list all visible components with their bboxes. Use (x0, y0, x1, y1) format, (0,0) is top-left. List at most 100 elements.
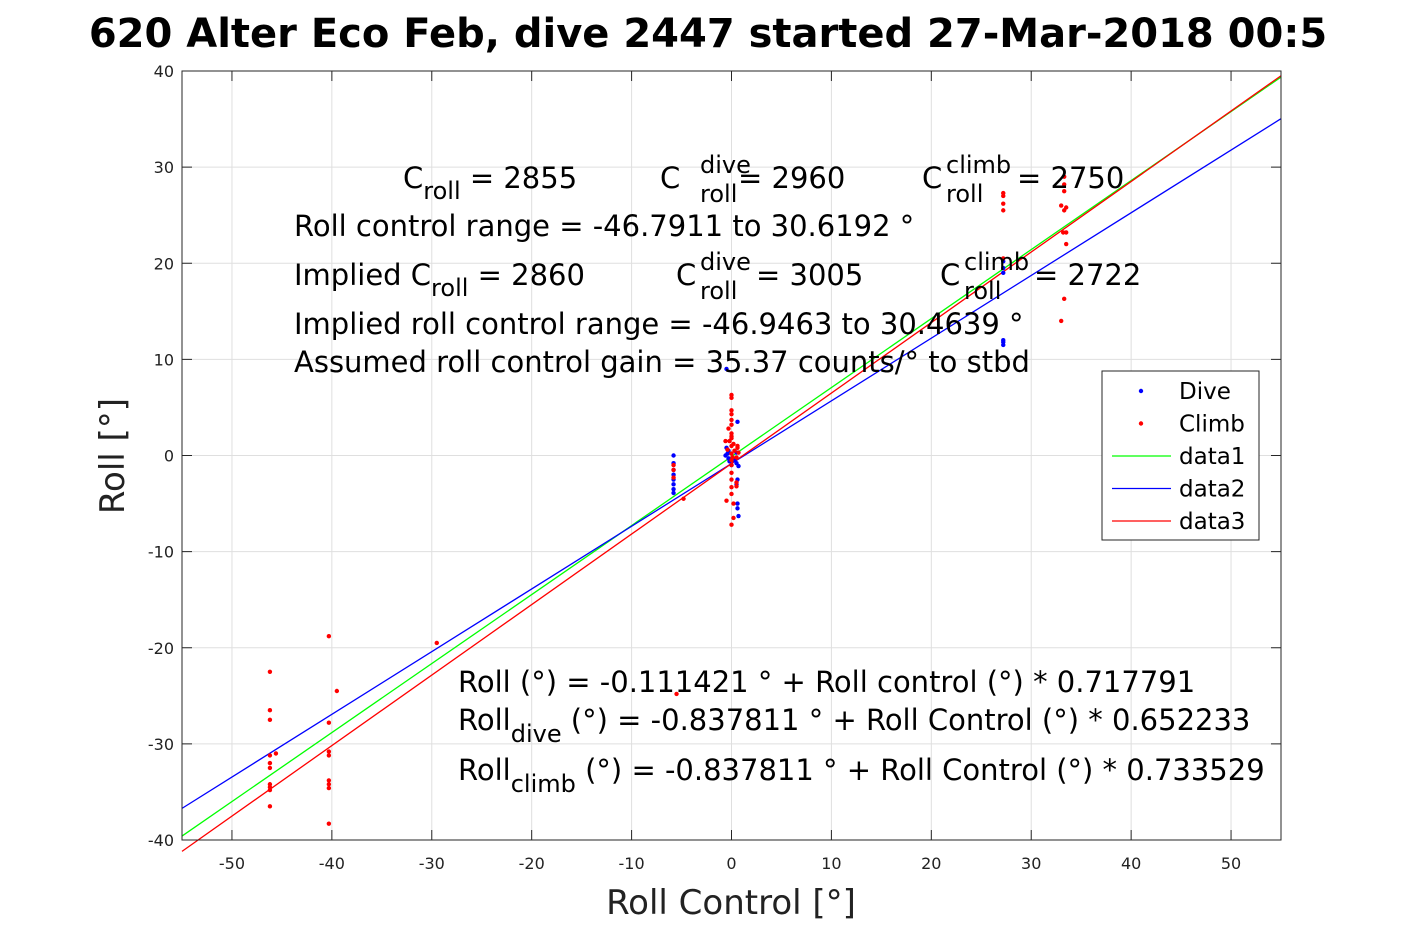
legend-label-data2: data2 (1179, 477, 1245, 503)
dive-point (735, 506, 740, 511)
climb-point (671, 467, 676, 473)
climb-point (723, 438, 728, 444)
implied-c-dive-value: = 3005 (756, 258, 863, 292)
climb-point (326, 720, 332, 725)
y-tick-label: 30 (154, 158, 174, 177)
c-climb-sub: roll (946, 180, 983, 208)
climb-point (326, 753, 332, 758)
fit-equation-dive: Rolldive (°) = -0.837811 ° + Roll Contro… (458, 703, 1250, 748)
y-tick-label: -10 (148, 543, 174, 562)
climb-point (334, 688, 340, 694)
climb-point (1061, 296, 1067, 302)
climb-point (729, 411, 734, 417)
c-dive-sup: dive (700, 151, 751, 179)
climb-point (1001, 201, 1006, 206)
climb-point (671, 462, 676, 468)
climb-point (729, 470, 734, 476)
climb-point (726, 426, 731, 431)
climb-point (267, 765, 273, 771)
y-tick-label: 40 (154, 62, 174, 81)
climb-point (267, 753, 273, 758)
dive-point (736, 463, 741, 469)
climb-point (267, 708, 273, 713)
x-tick-label: -30 (419, 854, 445, 873)
x-tick-label: 10 (821, 854, 841, 873)
climb-point (1063, 230, 1069, 235)
fit-equation-all: Roll (°) = -0.111421 ° + Roll control (°… (458, 665, 1195, 699)
climb-point (674, 691, 679, 697)
y-tick-label: 0 (164, 447, 174, 466)
climb-point (326, 634, 332, 639)
legend-marker-dive (1138, 388, 1144, 394)
dive-point (736, 513, 741, 519)
implied-roll-control-range: Implied roll control range = -46.9463 to… (294, 307, 1024, 341)
climb-point (1059, 203, 1064, 208)
c-dive-value: = 2960 (738, 161, 845, 195)
assumed-roll-control-gain: Assumed roll control gain = 35.37 counts… (294, 345, 1030, 379)
climb-point (434, 640, 439, 646)
climb-point (267, 804, 273, 809)
climb-point (727, 438, 732, 444)
c-dive-sub: roll (700, 180, 737, 208)
c-dive-text: C (660, 161, 680, 195)
y-tick-label: -20 (148, 639, 174, 658)
x-tick-label: -20 (519, 854, 545, 873)
x-tick-label: -50 (219, 854, 245, 873)
climb-point (326, 749, 332, 754)
climb-point (729, 522, 734, 527)
fit-equation-climb: Rollclimb (°) = -0.837811 ° + Roll Contr… (458, 753, 1265, 798)
dive-point (671, 490, 676, 496)
climb-point (729, 422, 734, 427)
x-tick-label: 0 (726, 854, 736, 873)
y-tick-label: -30 (148, 735, 174, 754)
climb-point (732, 448, 737, 453)
climb-point (729, 443, 734, 449)
implied-c-climb-sup: climb (964, 248, 1029, 276)
climb-point (1001, 256, 1006, 261)
climb-point (729, 417, 734, 423)
chart-title: 620 Alter Eco Feb, dive 2447 started 27-… (89, 11, 1327, 57)
implied-c-climb-text: C (940, 258, 960, 292)
climb-point (731, 501, 736, 506)
dive-point (671, 482, 676, 487)
climb-point (729, 395, 734, 401)
y-axis-label: Roll [°] (93, 398, 133, 514)
y-tick-label: 20 (154, 254, 174, 273)
implied-c-roll-text: Implied Croll = 2860 (294, 258, 585, 302)
climb-point (729, 451, 734, 456)
legend-marker-climb (1138, 421, 1144, 426)
climb-point (267, 760, 273, 766)
climb-point (729, 408, 734, 413)
dive-point (735, 419, 740, 425)
implied-c-dive-sup: dive (700, 248, 751, 276)
y-tick-label: -40 (148, 831, 174, 850)
dive-point (724, 366, 729, 372)
climb-point (725, 447, 730, 452)
legend-label-data1: data1 (1179, 444, 1245, 470)
c-climb-value: = 2750 (1017, 161, 1124, 195)
climb-point (326, 778, 332, 783)
climb-point (326, 782, 332, 787)
climb-point (267, 717, 273, 723)
x-tick-label: 40 (1121, 854, 1141, 873)
implied-c-dive-sub: roll (700, 277, 737, 305)
climb-point (326, 785, 332, 791)
climb-point (729, 462, 734, 468)
dive-point (1001, 265, 1006, 271)
climb-point (1063, 205, 1069, 210)
dive-point (1001, 270, 1006, 276)
climb-point (734, 484, 739, 489)
axis-ticks: -50 -40 -30 -20 -10 0 10 20 30 40 50 -40 -30 -20 -10 0 1… (148, 62, 1281, 873)
x-tick-label: -40 (319, 854, 345, 873)
legend-label-climb: Climb (1179, 412, 1245, 438)
dive-point (723, 453, 728, 458)
climb-point (735, 443, 740, 449)
climb-point (1061, 174, 1067, 179)
climb-point (731, 515, 736, 521)
c-roll-text: Croll = 2855 (403, 161, 577, 205)
implied-c-climb-value: = 2722 (1034, 258, 1141, 292)
climb-point (681, 496, 686, 501)
climb-point (729, 485, 734, 490)
x-tick-label: 50 (1221, 854, 1241, 873)
